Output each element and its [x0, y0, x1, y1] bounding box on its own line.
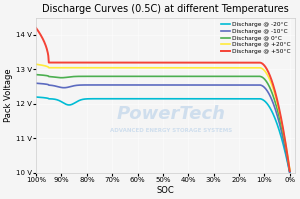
Discharge @ +50°C — [155, 61, 158, 64]
Legend: Discharge @ -20°C, Discharge @ -10°C, Discharge @ 0°C, Discharge @ +20°C, Discha: Discharge @ -20°C, Discharge @ -10°C, Di… — [220, 21, 292, 55]
Discharge @ +20°C — [156, 66, 160, 69]
Discharge @ +50°C — [172, 61, 175, 64]
Discharge @ 0°C — [185, 75, 189, 78]
Y-axis label: Pack Voltage: Pack Voltage — [4, 68, 13, 122]
Discharge @ +50°C — [185, 61, 189, 64]
Discharge @ -10°C — [242, 84, 246, 86]
Text: ADVANCED ENERGY STORAGE SYSTEMS: ADVANCED ENERGY STORAGE SYSTEMS — [110, 129, 232, 134]
Discharge @ 0°C — [156, 75, 160, 78]
Discharge @ +20°C — [282, 132, 286, 134]
Discharge @ -10°C — [34, 82, 38, 84]
Discharge @ +50°C — [288, 170, 292, 172]
Discharge @ +20°C — [185, 66, 189, 69]
Discharge @ +20°C — [288, 168, 292, 171]
Line: Discharge @ +20°C: Discharge @ +20°C — [36, 64, 290, 169]
Line: Discharge @ 0°C: Discharge @ 0°C — [36, 75, 290, 171]
Discharge @ +20°C — [172, 66, 175, 69]
Line: Discharge @ -20°C: Discharge @ -20°C — [36, 97, 290, 173]
Discharge @ -10°C — [156, 84, 160, 86]
Discharge @ +50°C — [156, 61, 160, 64]
Discharge @ -10°C — [172, 84, 175, 86]
Discharge @ 0°C — [282, 136, 286, 138]
Discharge @ 0°C — [242, 75, 246, 78]
Discharge @ +50°C — [242, 61, 246, 64]
Discharge @ 0°C — [172, 75, 175, 78]
Discharge @ -10°C — [288, 172, 292, 174]
Discharge @ +20°C — [242, 66, 246, 69]
X-axis label: SOC: SOC — [157, 186, 174, 195]
Line: Discharge @ -10°C: Discharge @ -10°C — [36, 83, 290, 173]
Discharge @ -20°C — [155, 98, 158, 100]
Discharge @ +50°C — [282, 131, 286, 133]
Title: Discharge Curves (0.5C) at different Temperatures: Discharge Curves (0.5C) at different Tem… — [42, 4, 289, 14]
Discharge @ 0°C — [155, 75, 158, 78]
Discharge @ 0°C — [288, 170, 292, 172]
Discharge @ -10°C — [282, 140, 286, 142]
Discharge @ -20°C — [185, 98, 189, 100]
Discharge @ -20°C — [34, 96, 38, 98]
Line: Discharge @ +50°C: Discharge @ +50°C — [36, 28, 290, 171]
Discharge @ -20°C — [288, 172, 292, 174]
Discharge @ -10°C — [185, 84, 189, 86]
Discharge @ +50°C — [34, 27, 38, 29]
Discharge @ -20°C — [156, 98, 160, 100]
Discharge @ +20°C — [34, 63, 38, 65]
Discharge @ +20°C — [155, 66, 158, 69]
Discharge @ -20°C — [282, 145, 286, 147]
Discharge @ -10°C — [155, 84, 158, 86]
Discharge @ 0°C — [34, 73, 38, 76]
Text: PowerTech: PowerTech — [116, 105, 225, 123]
Discharge @ -20°C — [172, 98, 175, 100]
Discharge @ -20°C — [242, 98, 246, 100]
